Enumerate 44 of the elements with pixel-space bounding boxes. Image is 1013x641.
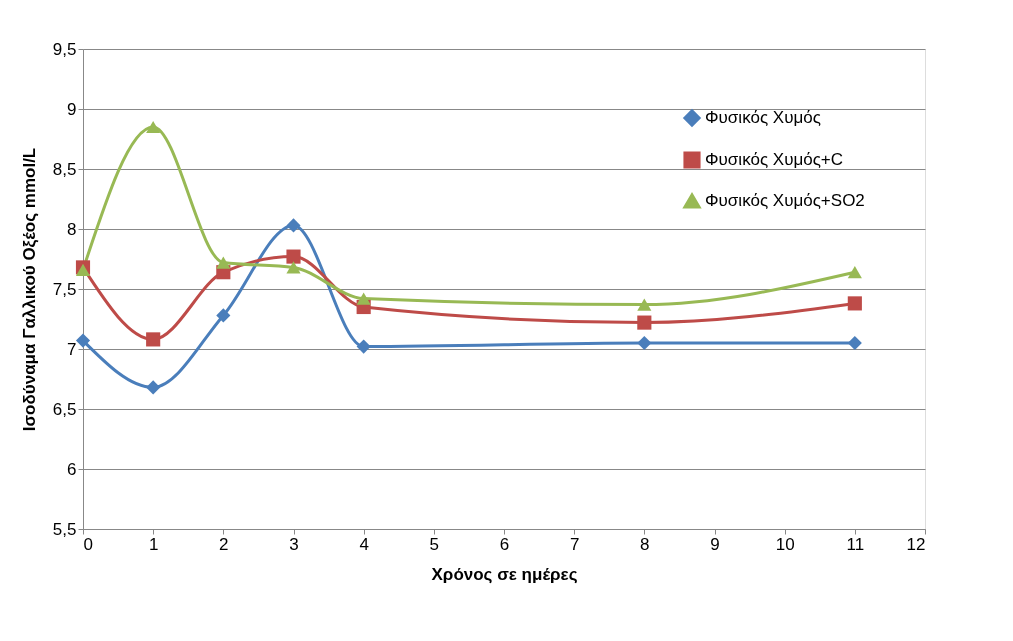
y-tick-label: 8,5 (52, 159, 77, 179)
x-axis-title: Χρόνος σε ημέρες (431, 564, 578, 584)
point (637, 315, 652, 330)
x-tick-label: 4 (359, 534, 369, 554)
point (216, 256, 231, 269)
point (847, 266, 862, 279)
point (847, 335, 862, 351)
legend-label: Φυσικός Χυμός+SO2 (705, 191, 865, 210)
legend-label: Φυσικός Χυμός (705, 108, 821, 127)
x-tick-label: 9 (710, 534, 720, 554)
point (356, 292, 371, 305)
y-tick-label: 8 (67, 219, 77, 239)
x-tick-label: 10 (775, 534, 795, 554)
y-tick-label: 9,5 (52, 39, 77, 59)
y-tick-label: 6 (67, 459, 77, 479)
x-tick-label: 2 (219, 534, 229, 554)
point (286, 261, 301, 274)
x-tick-label: 3 (289, 534, 299, 554)
point (286, 249, 301, 264)
x-tick-label: 1 (148, 534, 159, 554)
point (146, 332, 161, 347)
point (146, 380, 161, 395)
y-tick-label: 6,5 (52, 399, 77, 419)
point (216, 308, 231, 323)
y-tick-label: 9 (67, 99, 77, 119)
legend-label: Φυσικός Χυμός+C (705, 150, 844, 169)
x-tick-label: 5 (429, 534, 440, 554)
point (637, 298, 652, 311)
x-tick-label: 6 (499, 534, 510, 554)
point (847, 296, 862, 311)
point (146, 120, 161, 134)
point (286, 218, 301, 233)
x-tick-label: 12 (906, 534, 926, 554)
x-tick-label: 8 (640, 534, 650, 554)
point (637, 335, 652, 351)
y-tick-label: 5,5 (52, 519, 77, 539)
y-axis-title: Ισοδύναμα Γαλλικού Οξέος mmol/L (19, 147, 39, 432)
x-tick-label: 7 (569, 534, 580, 554)
x-tick-label: 0 (83, 534, 93, 554)
y-tick-label: 7 (67, 339, 77, 359)
x-tick-label: 11 (846, 534, 865, 554)
point (75, 333, 91, 348)
y-tick-label: 7,5 (52, 279, 77, 299)
point (356, 339, 371, 354)
